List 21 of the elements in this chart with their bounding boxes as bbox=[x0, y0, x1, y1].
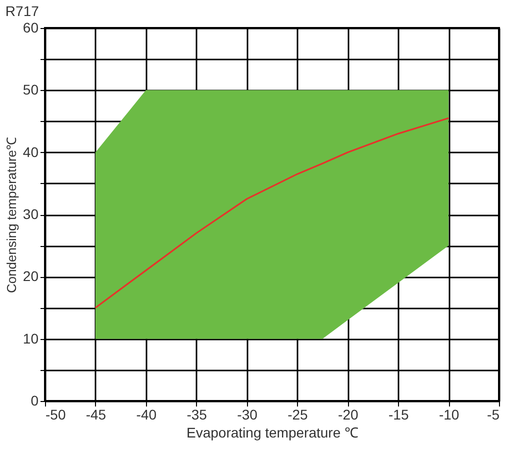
chart-title: R717 bbox=[5, 3, 40, 19]
y-tick-label: 30 bbox=[22, 206, 39, 222]
y-tick-label: 40 bbox=[22, 144, 39, 160]
x-tick-label: -5 bbox=[487, 406, 500, 422]
x-tick-label: -15 bbox=[388, 406, 409, 422]
y-tick-label: 60 bbox=[22, 20, 39, 36]
x-axis-title: Evaporating temperature ℃ bbox=[186, 424, 358, 440]
y-axis-title: Condensing temperature℃ bbox=[4, 136, 19, 294]
x-tick-label: -35 bbox=[186, 406, 208, 422]
x-tick-label: -50 bbox=[46, 406, 66, 422]
x-tick-label: -45 bbox=[86, 406, 106, 422]
y-tick-label: 20 bbox=[22, 268, 39, 284]
line-series bbox=[94, 117, 450, 309]
y-tick-label: 50 bbox=[22, 82, 39, 98]
y-tick-label: 0 bbox=[30, 392, 39, 408]
x-tick-label: -25 bbox=[288, 406, 308, 422]
x-tick-label: -20 bbox=[338, 406, 358, 422]
y-tick-label: 10 bbox=[22, 330, 39, 346]
x-tick-label: -10 bbox=[438, 406, 460, 422]
x-tick-label: -30 bbox=[237, 406, 258, 422]
x-tick-label: -40 bbox=[136, 406, 157, 422]
